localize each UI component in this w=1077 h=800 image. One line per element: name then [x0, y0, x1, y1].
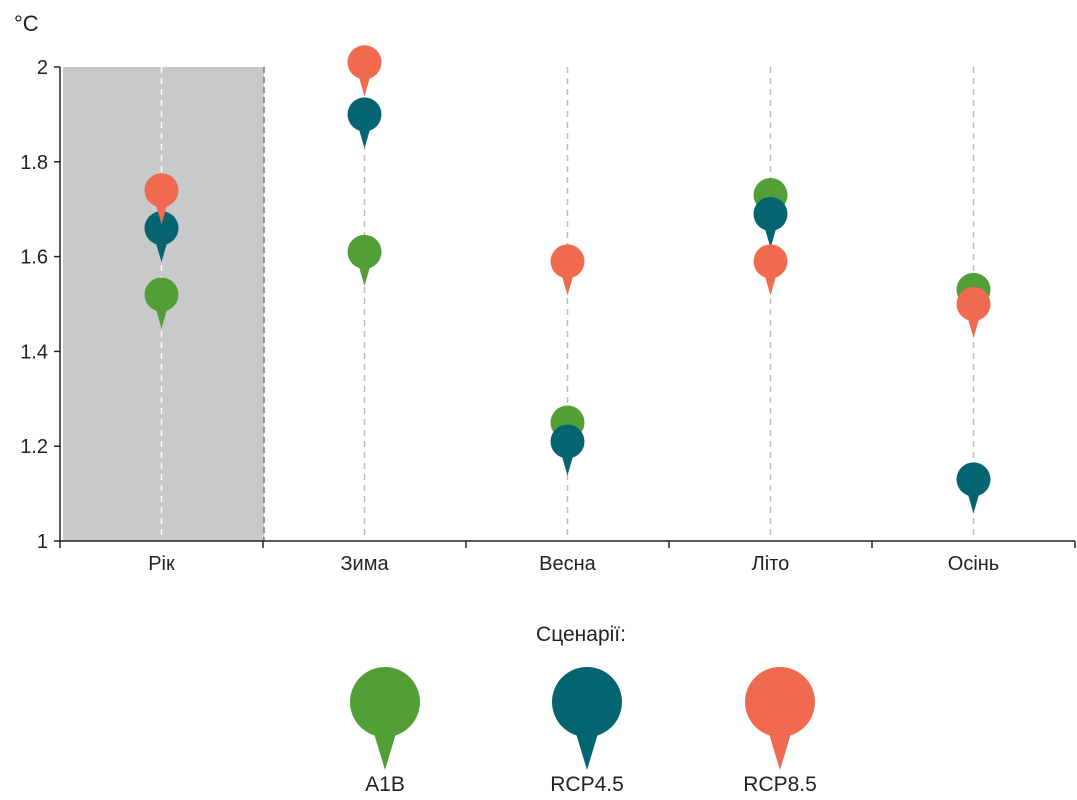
x-tick-label: Рік: [148, 553, 175, 575]
legend-title: Сценарії:: [536, 623, 626, 646]
legend-marker-a1b: [350, 667, 420, 770]
x-tick-label: Весна: [539, 553, 597, 575]
y-tick-label: 1.6: [20, 247, 48, 269]
marker-rcp85-0: [144, 173, 179, 225]
y-tick-label: 1.8: [20, 152, 48, 174]
marker-rcp45-2: [550, 424, 585, 476]
marker-rcp85-4: [956, 287, 991, 338]
x-tick-label: Осінь: [948, 553, 999, 575]
y-tick-label: 1.2: [20, 436, 48, 458]
marker-rcp45-4: [956, 462, 991, 514]
marker-rcp45-1: [347, 97, 382, 149]
y-axis-unit-label: °C: [14, 11, 39, 36]
legend-marker-rcp45: [552, 667, 622, 770]
marker-rcp85-2: [550, 244, 585, 296]
y-tick-label: 1: [37, 531, 48, 553]
legend: A1B RCP4.5 RCP8.5: [350, 667, 817, 796]
data-markers: [144, 45, 991, 514]
legend-label: RCP4.5: [550, 773, 624, 796]
legend-marker-rcp85: [745, 667, 815, 770]
x-ticks: Рік Зима Весна Літо Осінь: [59, 541, 1076, 575]
y-tick-label: 1.4: [20, 341, 48, 363]
x-tick-label: Літо: [752, 553, 790, 575]
marker-rcp45-0: [144, 211, 179, 263]
legend-label: RCP8.5: [743, 773, 817, 796]
marker-a1b-1: [347, 234, 382, 286]
y-tick-label: 2: [37, 57, 48, 79]
marker-rcp85-1: [347, 45, 382, 97]
marker-rcp85-3: [753, 244, 788, 296]
y-ticks: 1 1.2 1.4 1.6 1.8 2: [20, 57, 60, 553]
marker-rcp45-3: [753, 196, 788, 248]
marker-a1b-0: [144, 277, 179, 329]
x-tick-label: Зима: [340, 553, 389, 575]
axes: [59, 67, 1075, 542]
legend-label: A1B: [365, 773, 405, 796]
